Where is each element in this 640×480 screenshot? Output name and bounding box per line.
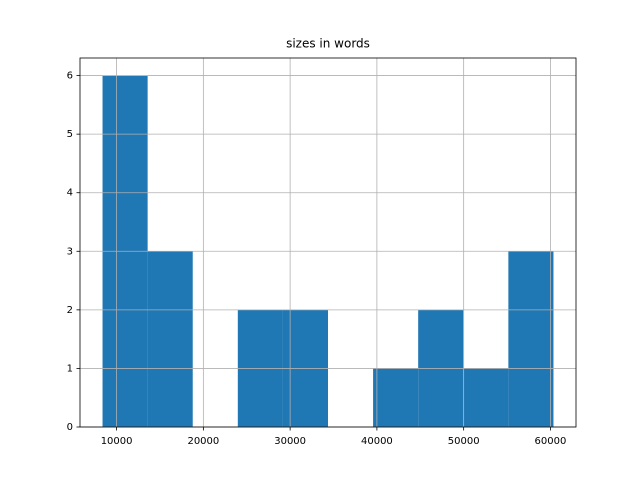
bar [508, 251, 554, 427]
chart-title: sizes in words [286, 37, 370, 51]
bar [463, 368, 509, 427]
x-tick-label: 50000 [448, 436, 480, 447]
x-tick-label: 20000 [187, 436, 219, 447]
y-tick-label: 2 [67, 305, 73, 316]
y-tick-label: 0 [67, 422, 73, 433]
x-tick-label: 40000 [361, 436, 393, 447]
bar [373, 368, 419, 427]
x-tick-label: 10000 [101, 436, 133, 447]
x-tick-label: 60000 [535, 436, 567, 447]
y-tick-label: 5 [67, 129, 73, 140]
plot-frame [79, 57, 577, 428]
y-tick-label: 3 [67, 246, 73, 257]
y-tick-label: 1 [67, 363, 73, 374]
y-tick-label: 4 [67, 188, 73, 199]
y-tick-label: 6 [67, 71, 73, 82]
bar [147, 251, 193, 427]
x-tick-label: 30000 [274, 436, 306, 447]
